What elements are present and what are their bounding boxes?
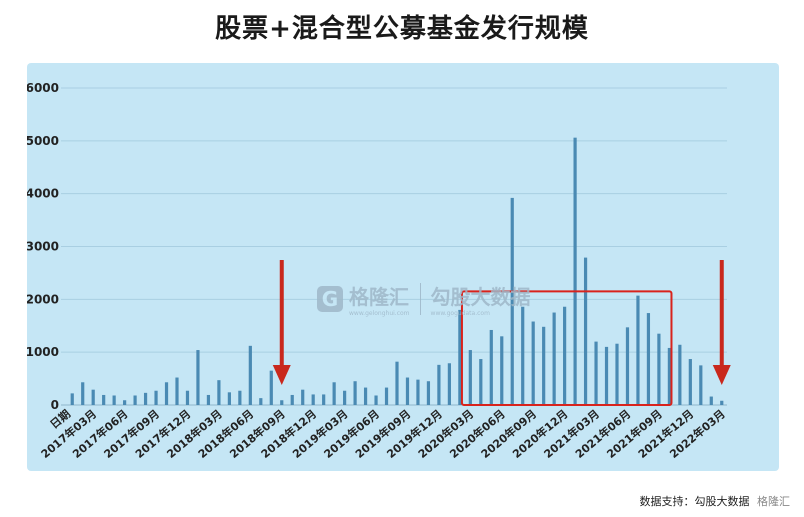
bar <box>468 350 472 405</box>
y-tick-label: 0 <box>51 398 59 412</box>
bar <box>437 364 441 405</box>
bar <box>720 400 724 405</box>
source-label: 数据支持： <box>639 495 695 508</box>
watermark: G 格隆汇 www.gelonghui.com 勾股大数据 www.goguda… <box>317 281 531 317</box>
bar <box>322 394 326 405</box>
bar <box>563 306 567 405</box>
bar <box>510 197 514 405</box>
bar <box>143 392 148 405</box>
bar <box>123 400 127 405</box>
bar <box>227 392 231 405</box>
bar <box>248 345 252 405</box>
bar <box>646 313 651 405</box>
highlight-box <box>460 290 673 407</box>
bar <box>343 390 347 405</box>
bar <box>70 393 74 405</box>
y-tick-label: 1000 <box>27 345 59 359</box>
bar <box>604 346 609 405</box>
bar <box>458 309 462 405</box>
watermark-brand: 格隆汇 <box>349 285 409 309</box>
bar <box>688 359 692 405</box>
bar <box>531 321 535 405</box>
bar <box>395 361 399 405</box>
bar <box>290 394 294 405</box>
bar <box>332 382 336 405</box>
bar <box>102 394 106 405</box>
gelonghui-logo-icon: G <box>317 286 343 312</box>
bar <box>615 343 619 405</box>
y-tick-label: 5000 <box>27 134 59 148</box>
bar <box>699 365 703 405</box>
bar <box>353 381 357 405</box>
bar <box>583 257 588 405</box>
bar <box>500 336 504 405</box>
bar <box>185 390 190 405</box>
data-source: 数据支持：勾股大数据 格隆汇 <box>640 493 791 509</box>
arrow-head <box>272 365 291 385</box>
y-tick-label: 3000 <box>27 240 59 254</box>
bar <box>594 341 598 405</box>
chart-panel: 0 1000 2000 3000 4000 5000 6000 日期 2017年03月 2017年… <box>27 63 779 471</box>
bar <box>479 359 483 405</box>
bar <box>269 370 273 405</box>
chart-title: 股票+混合型公募基金发行规模 <box>215 14 589 44</box>
y-tick-label: 2000 <box>27 292 59 306</box>
bar <box>405 377 410 405</box>
bar <box>374 395 378 405</box>
bar <box>311 394 315 405</box>
watermark-brand-url: www.gelonghui.com <box>349 310 410 317</box>
y-tick-label: 4000 <box>27 187 59 201</box>
bar <box>542 326 546 405</box>
bar <box>678 344 682 405</box>
bar <box>363 387 368 405</box>
bar <box>709 396 713 405</box>
bar <box>196 350 200 405</box>
bar <box>238 390 242 405</box>
watermark-partner: 勾股大数据 <box>430 285 531 309</box>
y-tick-label: 6000 <box>27 81 59 95</box>
bar <box>552 312 556 405</box>
source-name: 勾股大数据 <box>694 495 750 508</box>
bar <box>154 390 158 405</box>
watermark-partner-url: www.gogudata.com <box>430 310 490 317</box>
bar <box>206 394 211 405</box>
bar <box>217 380 221 405</box>
footer-logo: 格隆汇 <box>757 495 790 508</box>
bar <box>426 381 431 405</box>
bar <box>384 387 389 405</box>
bar <box>625 327 630 405</box>
bar <box>175 377 179 405</box>
bar <box>573 137 577 405</box>
bar <box>280 400 284 405</box>
bar <box>259 398 263 405</box>
bar <box>164 382 169 405</box>
bar <box>447 363 451 405</box>
bar <box>636 295 640 405</box>
bar <box>416 379 420 405</box>
bar <box>112 395 116 405</box>
bar <box>657 333 661 405</box>
bar <box>521 306 525 405</box>
bar <box>91 389 95 405</box>
bar <box>667 347 671 405</box>
bar-chart: 0100020003000400050006000日期2017年03月2017年… <box>27 81 731 461</box>
arrow-head <box>712 365 731 385</box>
bar <box>301 389 305 405</box>
bar <box>133 395 137 405</box>
bar <box>81 382 85 405</box>
watermark-divider <box>419 283 421 315</box>
bar <box>489 329 493 405</box>
